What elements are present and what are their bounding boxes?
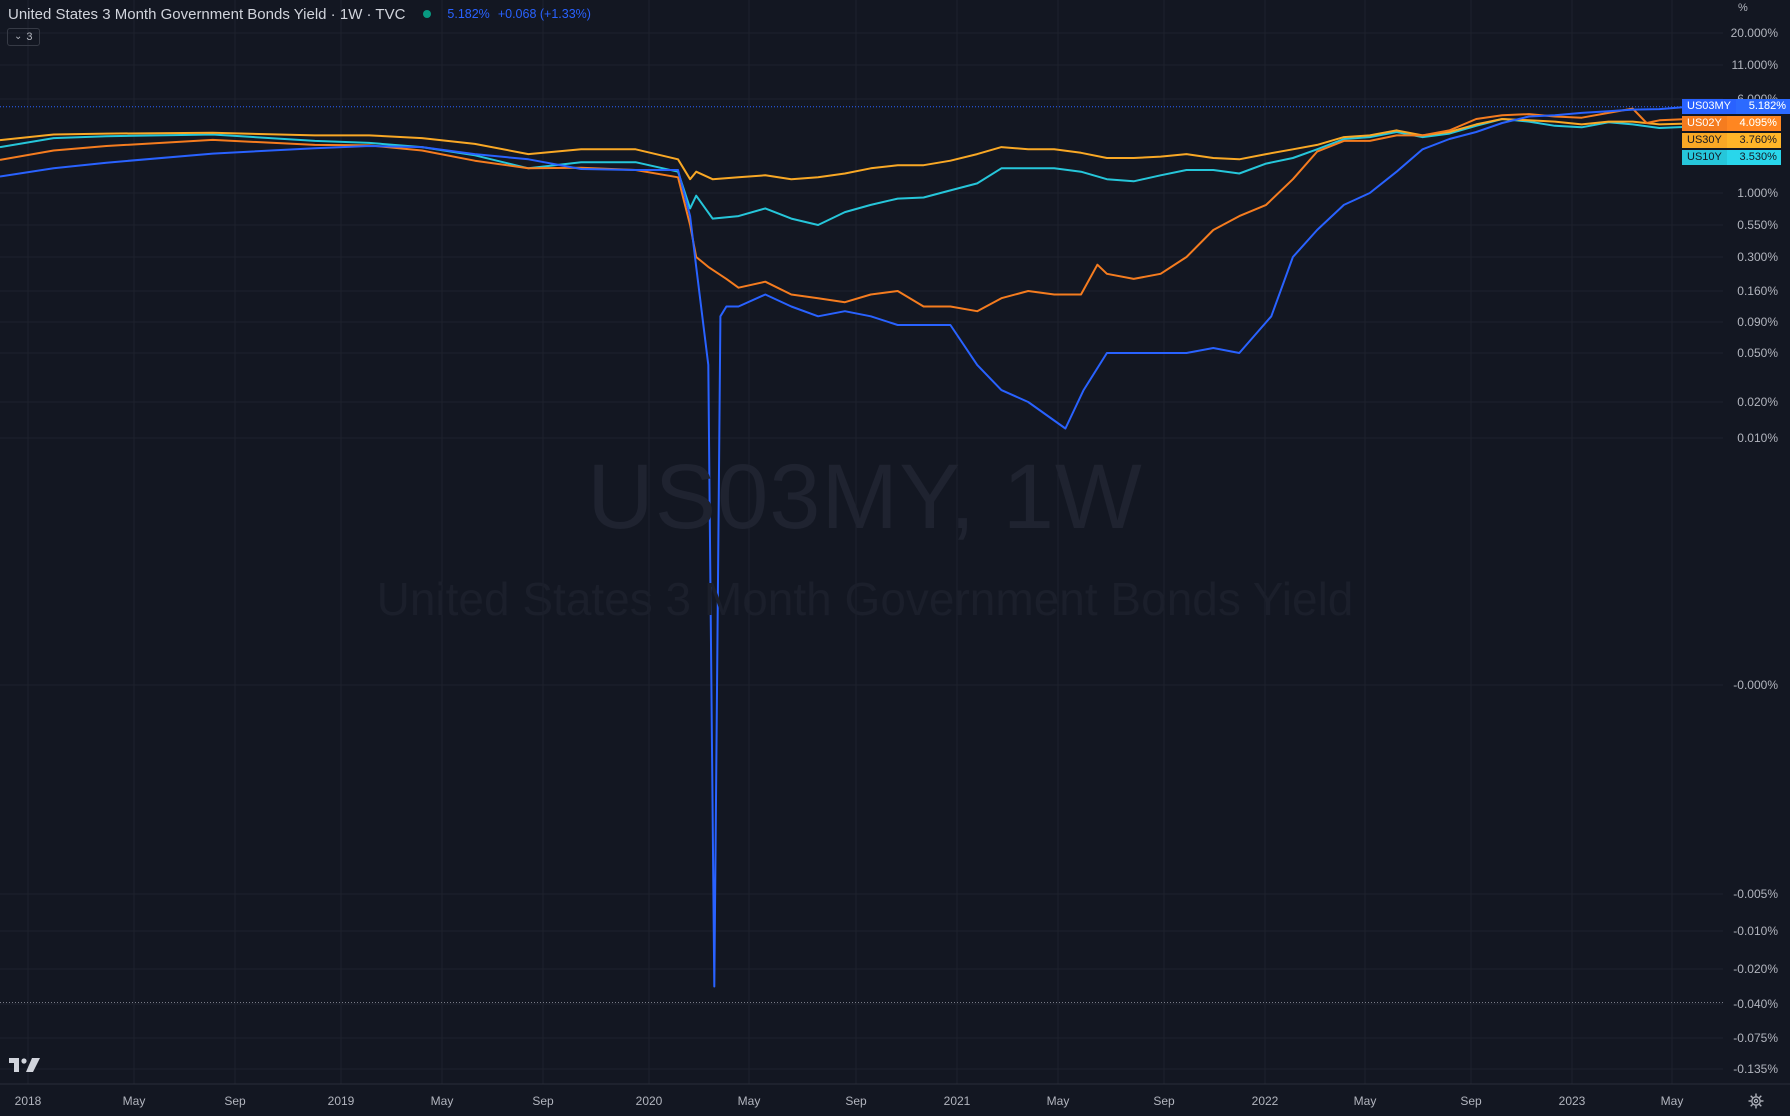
- x-tick-label: May: [1354, 1094, 1377, 1108]
- gear-icon[interactable]: [1748, 1093, 1764, 1109]
- tradingview-logo-icon[interactable]: [9, 1058, 41, 1074]
- series-tag-value: 3.530%: [1726, 150, 1781, 165]
- x-tick-label: Sep: [1153, 1094, 1175, 1108]
- y-tick-label: 11.000%: [1732, 58, 1779, 72]
- x-tick-label: 2018: [15, 1094, 42, 1108]
- x-tick-label: May: [123, 1094, 146, 1108]
- series-tag-symbol: US30Y: [1682, 133, 1727, 148]
- x-tick-label: May: [738, 1094, 761, 1108]
- series-tag-us10y[interactable]: US10Y 3.530%: [1682, 150, 1781, 165]
- x-tick-label: 2021: [944, 1094, 971, 1108]
- series-line-us30y[interactable]: [0, 118, 1689, 181]
- x-tick-label: 2019: [328, 1094, 355, 1108]
- y-tick-label: 1.000%: [1737, 186, 1778, 200]
- series-tag-symbol: US03MY: [1682, 99, 1737, 114]
- x-tick-label: Sep: [845, 1094, 867, 1108]
- watermark-symbol: US03MY, 1W: [587, 446, 1143, 548]
- series-line-us03my[interactable]: [0, 105, 1689, 988]
- legend-header: United States 3 Month Government Bonds Y…: [8, 5, 591, 23]
- x-tick-label: 2020: [636, 1094, 663, 1108]
- x-tick-label: May: [1047, 1094, 1070, 1108]
- series-tag-value: 4.095%: [1726, 116, 1781, 131]
- y-tick-label: -0.020%: [1733, 962, 1778, 976]
- x-tick-label: May: [1661, 1094, 1684, 1108]
- x-axis: 2018 May Sep 2019 May Sep 2020 May Sep 2021 May Sep…: [15, 0, 1684, 1108]
- last-price: 5.182%: [447, 7, 490, 21]
- x-tick-label: Sep: [532, 1094, 554, 1108]
- y-tick-label: -0.010%: [1733, 924, 1778, 938]
- x-tick-label: 2022: [1252, 1094, 1279, 1108]
- chart-title[interactable]: United States 3 Month Government Bonds Y…: [8, 5, 406, 23]
- collapse-indicators-button[interactable]: ⌄ 3: [7, 28, 40, 46]
- y-tick-label: -0.075%: [1733, 1031, 1778, 1045]
- series-tag-value: 3.760%: [1726, 133, 1781, 148]
- y-tick-label: -0.040%: [1733, 997, 1778, 1011]
- x-tick-label: May: [431, 1094, 454, 1108]
- y-tick-label: 0.300%: [1737, 250, 1778, 264]
- series-tag-value: 5.182%: [1736, 99, 1790, 114]
- series-line-us02y[interactable]: [0, 107, 1689, 313]
- y-tick-label: -0.005%: [1733, 887, 1778, 901]
- y-tick-label: -0.135%: [1733, 1062, 1778, 1076]
- series-tag-us02y[interactable]: US02Y 4.095%: [1682, 116, 1781, 131]
- market-status-dot-icon[interactable]: [423, 10, 432, 18]
- y-tick-label: 0.050%: [1737, 346, 1778, 360]
- y-tick-label: 0.550%: [1737, 218, 1778, 232]
- price-change: +0.068 (+1.33%): [497, 7, 591, 21]
- y-axis: 20.000%11.000%6.000%1.000%0.550%0.300%0.…: [0, 26, 1778, 1076]
- y-tick-label: 0.020%: [1737, 395, 1778, 409]
- x-tick-label: 2023: [1559, 1094, 1586, 1108]
- indicator-count: 3: [26, 31, 33, 43]
- series-tag-symbol: US02Y: [1682, 116, 1727, 131]
- y-tick-label: -0.000%: [1733, 678, 1778, 692]
- y-tick-label: 0.010%: [1737, 431, 1778, 445]
- y-tick-label: 20.000%: [1731, 26, 1779, 40]
- watermark-description: United States 3 Month Government Bonds Y…: [376, 573, 1354, 625]
- y-tick-label: 0.160%: [1737, 284, 1778, 298]
- y-tick-label: 0.090%: [1737, 315, 1778, 329]
- price-axis-unit: %: [1738, 2, 1748, 14]
- chevron-down-icon: ⌄: [14, 31, 23, 42]
- series-tag-symbol: US10Y: [1682, 150, 1727, 165]
- x-tick-label: Sep: [1460, 1094, 1482, 1108]
- series-line-us10y[interactable]: [0, 118, 1689, 226]
- series-tag-us30y[interactable]: US30Y 3.760%: [1682, 133, 1781, 148]
- x-tick-label: Sep: [224, 1094, 246, 1108]
- series-tag-us03my[interactable]: US03MY 5.182%: [1682, 99, 1790, 114]
